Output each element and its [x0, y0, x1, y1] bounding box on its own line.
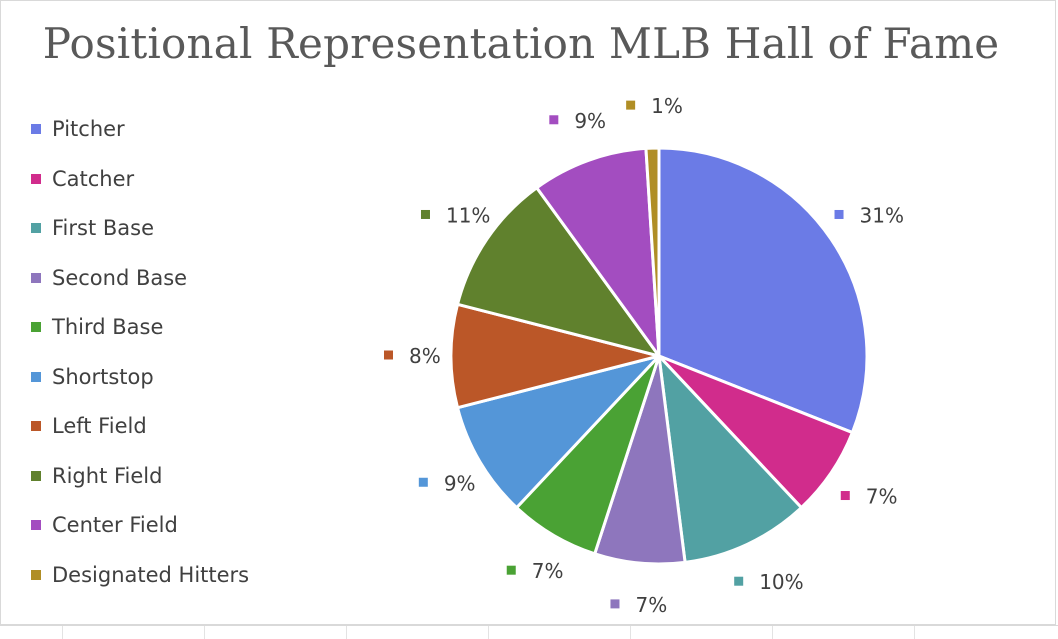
legend-swatch [31, 124, 41, 134]
data-label-marker [549, 115, 559, 125]
pie-chart: 31% 7% 10% 7% 7% 9% 8% 11% 9% 1% [384, 94, 904, 617]
data-label-shortstop: 9% [418, 471, 476, 495]
pie-slice-left-field [449, 302, 661, 410]
pie-slice-right-field [456, 186, 661, 358]
spreadsheet-grid [0, 625, 1058, 639]
data-label-marker [626, 100, 636, 110]
pie-slice-pitcher [657, 146, 869, 435]
pie-slice-designated-hitters [644, 146, 661, 358]
chart-title: Positional Representation MLB Hall of Fa… [42, 19, 1000, 68]
legend-label: Third Base [52, 315, 164, 339]
legend-swatch [31, 470, 41, 481]
legend-swatch [31, 569, 41, 580]
data-labels: 31% 7% 10% 7% 7% 9% 8% 11% 9% 1% [384, 94, 904, 617]
pie-slices [449, 146, 869, 566]
legend-swatch [31, 223, 41, 233]
data-label-marker [840, 491, 850, 501]
legend-label: Designated Hitters [52, 562, 250, 587]
data-label-center-field: 9% [549, 109, 606, 133]
legend-item-center-field: Center Field [31, 510, 178, 540]
legend-swatch [31, 520, 41, 530]
legend-item-first-base: First Base [31, 213, 154, 243]
grid-column-line [346, 626, 347, 639]
legend-item-left-field: Left Field [31, 411, 147, 441]
grid-column-line [772, 626, 773, 639]
data-label-text: 9% [444, 471, 476, 495]
legend-label: Shortstop [52, 364, 154, 389]
data-label-text: 10% [759, 570, 803, 594]
data-label-marker [506, 565, 516, 575]
data-label-second-base: 7% [610, 593, 667, 617]
legend-swatch [31, 421, 41, 431]
data-label-pitcher: 31% [834, 203, 904, 227]
data-label-left-field: 8% [384, 344, 441, 368]
data-label-designated-hitters: 1% [626, 94, 683, 118]
data-label-text: 31% [860, 203, 904, 227]
data-label-text: 7% [866, 485, 898, 509]
data-label-text: 7% [635, 593, 667, 617]
grid-column-line [204, 626, 205, 639]
legend-label: Second Base [52, 265, 188, 290]
legend-item-third-base: Third Base [31, 312, 163, 342]
legend-swatch [31, 272, 41, 283]
data-label-text: 7% [532, 559, 564, 583]
data-label-marker [420, 209, 430, 219]
grid-column-line [488, 626, 489, 639]
legend-label: Center Field [52, 513, 178, 537]
legend-label: Catcher [52, 166, 135, 191]
data-label-marker [418, 477, 428, 487]
data-label-marker [834, 209, 844, 219]
data-label-text: 8% [409, 344, 441, 368]
chart-area: Positional Representation MLB Hall of Fa… [0, 0, 1056, 625]
legend-swatch [31, 322, 41, 332]
legend-swatch [31, 173, 41, 184]
legend-item-pitcher: Pitcher [31, 114, 125, 144]
data-label-marker [610, 599, 620, 609]
data-label-text: 11% [446, 203, 490, 227]
data-label-right-field: 11% [420, 203, 490, 227]
data-label-marker [734, 576, 744, 586]
grid-column-line [914, 626, 915, 639]
pie-slice-first-base [657, 354, 803, 564]
legend-item-right-field: Right Field [31, 461, 162, 491]
legend-label: Left Field [52, 414, 147, 438]
data-label-marker [384, 350, 393, 360]
pie-slice-center-field [535, 146, 661, 358]
data-label-first-base: 10% [734, 570, 804, 594]
data-label-third-base: 7% [506, 559, 564, 583]
data-label-text: 9% [574, 109, 606, 133]
pie-slice-shortstop [456, 354, 661, 510]
grid-column-line [62, 626, 63, 639]
legend-swatch [31, 371, 41, 382]
legend-item-catcher: Catcher [31, 164, 134, 194]
data-label-catcher: 7% [840, 485, 898, 509]
legend-item-designated-hitters: Designated Hitters [31, 560, 249, 590]
legend-item-second-base: Second Base [31, 263, 187, 293]
legend-label: Right Field [52, 463, 163, 488]
legend-item-shortstop: Shortstop [31, 362, 154, 392]
legend-label: First Base [52, 216, 155, 240]
legend-label: Pitcher [52, 117, 125, 141]
grid-column-line [630, 626, 631, 639]
data-label-text: 1% [651, 94, 683, 118]
